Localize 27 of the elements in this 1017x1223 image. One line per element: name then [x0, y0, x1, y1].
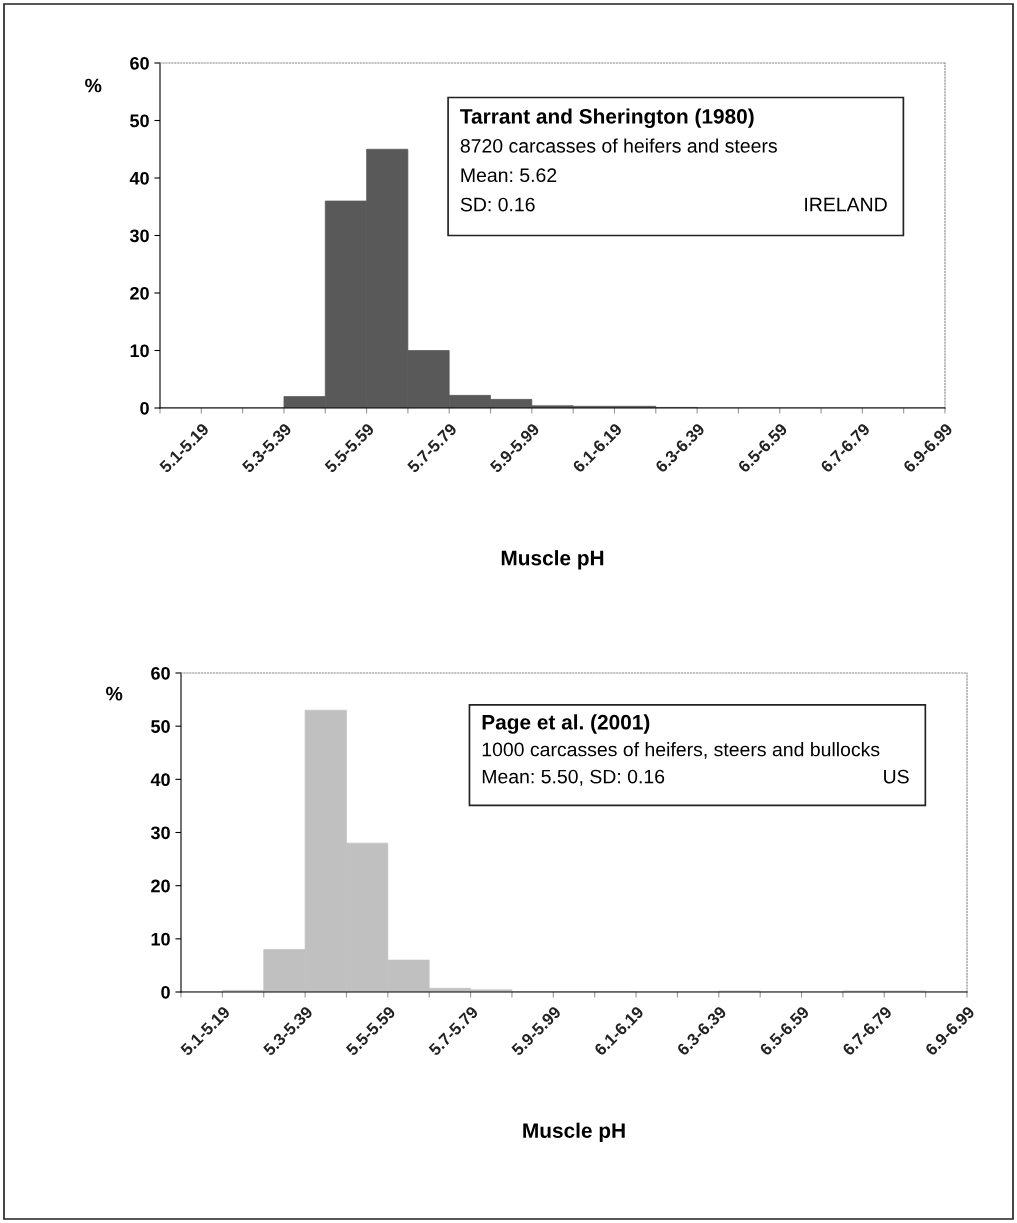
annotation: Tarrant and Sherington (1980) — [460, 108, 754, 128]
annotation: 1000 carcasses of heifers, steers and bullocks — [482, 742, 880, 759]
y-tick-label: 0 — [140, 401, 149, 415]
annotation: 8720 carcasses of heifers and steers — [460, 138, 777, 153]
annotation: Page et al. (2001) — [482, 714, 650, 734]
x-axis-title: Muscle pH — [523, 1122, 625, 1143]
y-tick-label: 10 — [151, 932, 170, 946]
annotation: US — [884, 769, 909, 784]
y-tick-label: 30 — [150, 826, 170, 840]
y-tick-label: 60 — [130, 56, 149, 70]
annotation: Mean: 5.50, SD: 0.16 — [482, 769, 665, 786]
annotation: IRELAND — [805, 197, 887, 212]
y-tick-label: 0 — [161, 985, 170, 999]
y-tick-label: 20 — [151, 879, 170, 893]
annotation: SD: 0.16 — [460, 197, 535, 212]
y-tick-label: 20 — [130, 286, 149, 300]
y-tick-label: 10 — [130, 344, 149, 358]
annotation: Mean: 5.62 — [461, 168, 557, 183]
y-tick-label: 50 — [130, 114, 149, 128]
y-tick-label: 30 — [129, 229, 149, 243]
y-tick-label: 40 — [150, 773, 170, 787]
y-axis-title: % — [85, 78, 102, 93]
y-tick-label: 60 — [151, 666, 170, 680]
y-axis-title: % — [106, 686, 123, 701]
y-tick-label: 40 — [129, 171, 149, 185]
x-axis-title: Muscle pH — [501, 550, 604, 570]
y-tick-label: 50 — [151, 720, 170, 733]
